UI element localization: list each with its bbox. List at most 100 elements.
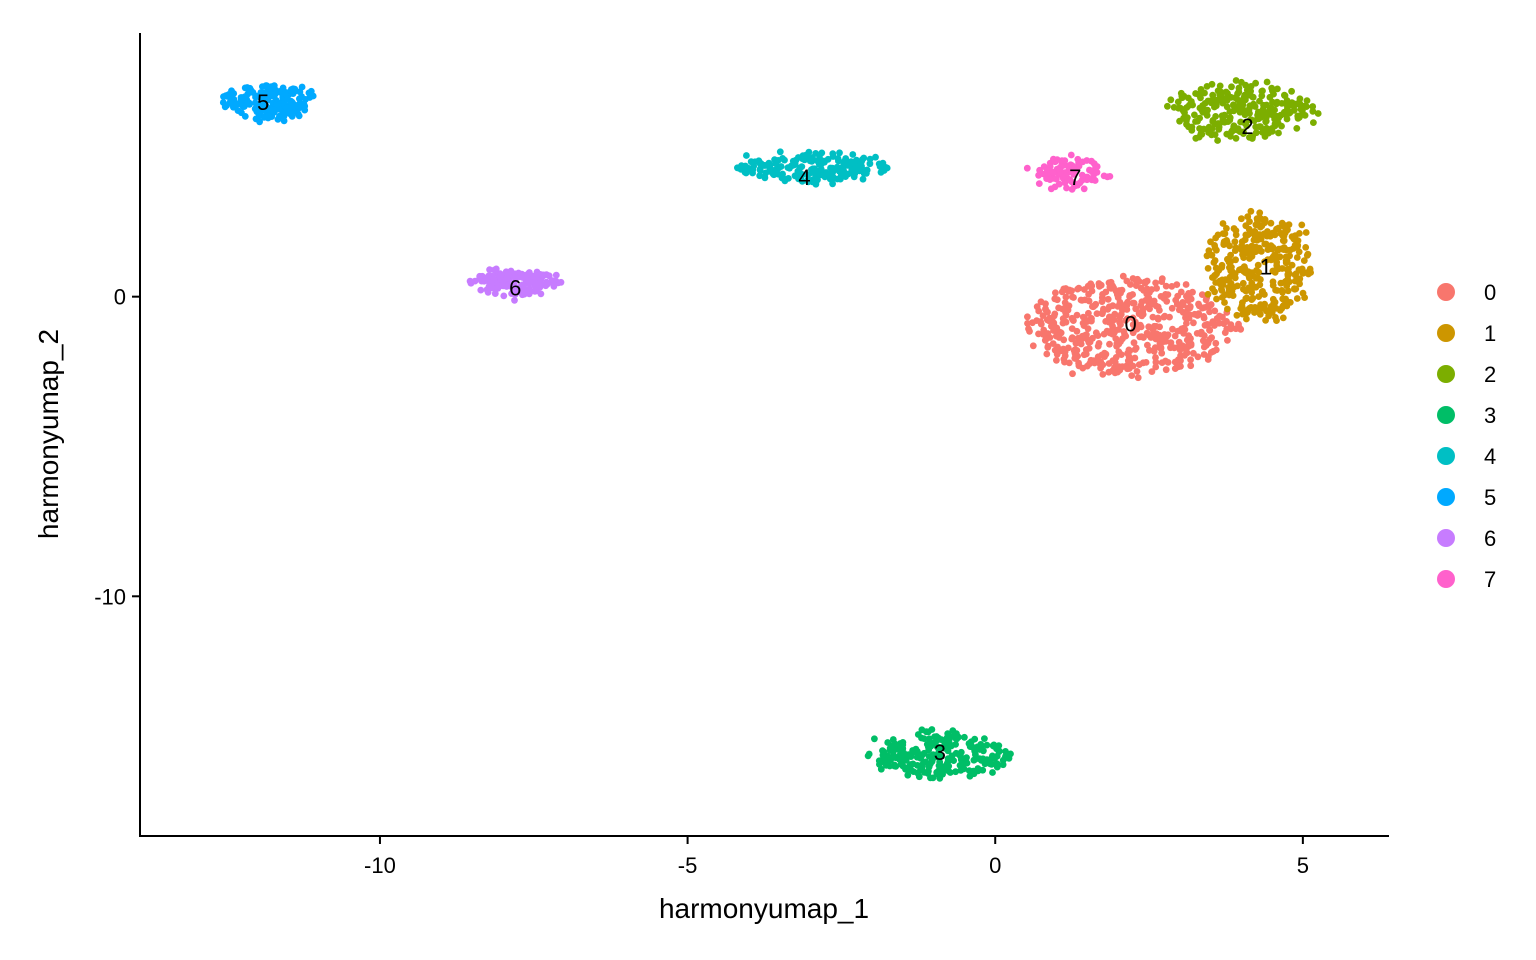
- series-7-points: [1023, 151, 1114, 193]
- point-cluster-0: [1130, 299, 1138, 307]
- cluster-label-5: 5: [257, 90, 269, 115]
- y-tick-label: -10: [94, 584, 126, 609]
- point-cluster-0: [1146, 346, 1153, 354]
- axes-layer: [139, 33, 1389, 837]
- point-cluster-0: [1106, 340, 1113, 348]
- point-cluster-2: [1266, 93, 1274, 101]
- point-cluster-3: [892, 762, 900, 770]
- point-cluster-3: [882, 761, 890, 769]
- point-cluster-0: [1119, 306, 1126, 314]
- point-cluster-3: [995, 748, 1003, 756]
- point-cluster-6: [500, 292, 508, 300]
- legend-swatch-6: [1437, 529, 1455, 547]
- point-cluster-3: [969, 743, 977, 751]
- point-cluster-0: [1044, 343, 1052, 351]
- point-cluster-3: [1005, 754, 1013, 762]
- point-cluster-2: [1252, 123, 1260, 131]
- point-cluster-0: [1062, 293, 1070, 301]
- point-cluster-1: [1299, 270, 1307, 277]
- point-cluster-1: [1278, 265, 1286, 272]
- point-cluster-1: [1247, 207, 1255, 215]
- point-cluster-0: [1175, 338, 1183, 346]
- point-cluster-2: [1270, 112, 1278, 120]
- point-cluster-1: [1240, 254, 1247, 261]
- point-cluster-0: [1211, 307, 1219, 315]
- point-cluster-1: [1295, 248, 1303, 256]
- point-cluster-0: [1169, 325, 1176, 333]
- point-cluster-5: [291, 101, 298, 109]
- point-cluster-2: [1222, 88, 1230, 96]
- point-cluster-2: [1205, 123, 1213, 131]
- point-cluster-0: [1117, 321, 1124, 328]
- series-4-points: [734, 148, 891, 188]
- point-cluster-2: [1241, 108, 1249, 116]
- point-cluster-7: [1061, 157, 1069, 165]
- point-cluster-0: [1115, 340, 1123, 348]
- legend-swatch-1: [1437, 324, 1455, 342]
- point-cluster-1: [1256, 209, 1264, 217]
- point-cluster-7: [1087, 167, 1095, 175]
- point-cluster-1: [1290, 235, 1298, 243]
- point-cluster-4: [808, 157, 816, 165]
- point-cluster-3: [918, 726, 926, 734]
- point-cluster-2: [1221, 118, 1228, 126]
- point-cluster-2: [1208, 80, 1216, 88]
- point-cluster-7: [1055, 180, 1063, 188]
- point-cluster-0: [1084, 325, 1092, 333]
- point-cluster-1: [1204, 265, 1212, 272]
- point-cluster-4: [799, 171, 806, 179]
- point-cluster-2: [1268, 84, 1276, 92]
- point-cluster-3: [911, 748, 919, 756]
- point-cluster-3: [928, 726, 936, 733]
- point-cluster-2: [1199, 102, 1207, 109]
- point-cluster-2: [1214, 120, 1222, 127]
- point-cluster-0: [1132, 318, 1139, 326]
- point-cluster-6: [467, 279, 475, 287]
- legend-swatch-5: [1437, 488, 1455, 506]
- point-cluster-1: [1253, 215, 1261, 223]
- point-cluster-4: [802, 151, 810, 159]
- point-cluster-0: [1167, 339, 1175, 347]
- point-cluster-2: [1226, 108, 1234, 115]
- point-cluster-4: [792, 156, 800, 164]
- point-cluster-2: [1227, 94, 1235, 101]
- point-cluster-5: [256, 118, 263, 126]
- point-cluster-0: [1137, 284, 1145, 292]
- point-cluster-4: [834, 155, 842, 162]
- point-cluster-4: [743, 152, 750, 159]
- point-cluster-2: [1293, 124, 1301, 132]
- point-cluster-0: [1055, 304, 1062, 312]
- point-cluster-1: [1302, 229, 1310, 236]
- point-cluster-1: [1204, 290, 1212, 298]
- point-cluster-3: [945, 762, 953, 770]
- point-cluster-1: [1246, 255, 1253, 262]
- point-cluster-0: [1176, 346, 1184, 354]
- point-cluster-5: [301, 106, 309, 114]
- point-cluster-1: [1243, 294, 1251, 302]
- point-cluster-0: [1090, 357, 1098, 365]
- point-cluster-0: [1059, 319, 1067, 327]
- point-cluster-5: [276, 106, 284, 113]
- point-cluster-0: [1127, 281, 1134, 288]
- point-cluster-2: [1277, 111, 1285, 119]
- point-cluster-1: [1231, 247, 1239, 255]
- point-cluster-1: [1293, 295, 1301, 302]
- point-cluster-0: [1160, 313, 1168, 321]
- point-cluster-0: [1105, 360, 1113, 367]
- point-cluster-4: [863, 169, 870, 177]
- point-cluster-3: [989, 742, 997, 750]
- series-5-points: [219, 82, 317, 126]
- point-cluster-1: [1251, 309, 1258, 316]
- series-3-points: [864, 726, 1014, 782]
- point-cluster-5: [271, 90, 279, 98]
- point-cluster-4: [756, 166, 764, 174]
- series-2-points: [1164, 77, 1322, 144]
- legend-label-3: 3: [1484, 403, 1496, 428]
- point-cluster-6: [519, 274, 527, 281]
- point-cluster-1: [1238, 215, 1245, 223]
- point-cluster-1: [1219, 220, 1227, 227]
- point-cluster-1: [1279, 232, 1287, 240]
- point-cluster-5: [280, 113, 287, 121]
- point-cluster-3: [898, 755, 905, 763]
- point-cluster-0: [1069, 370, 1076, 378]
